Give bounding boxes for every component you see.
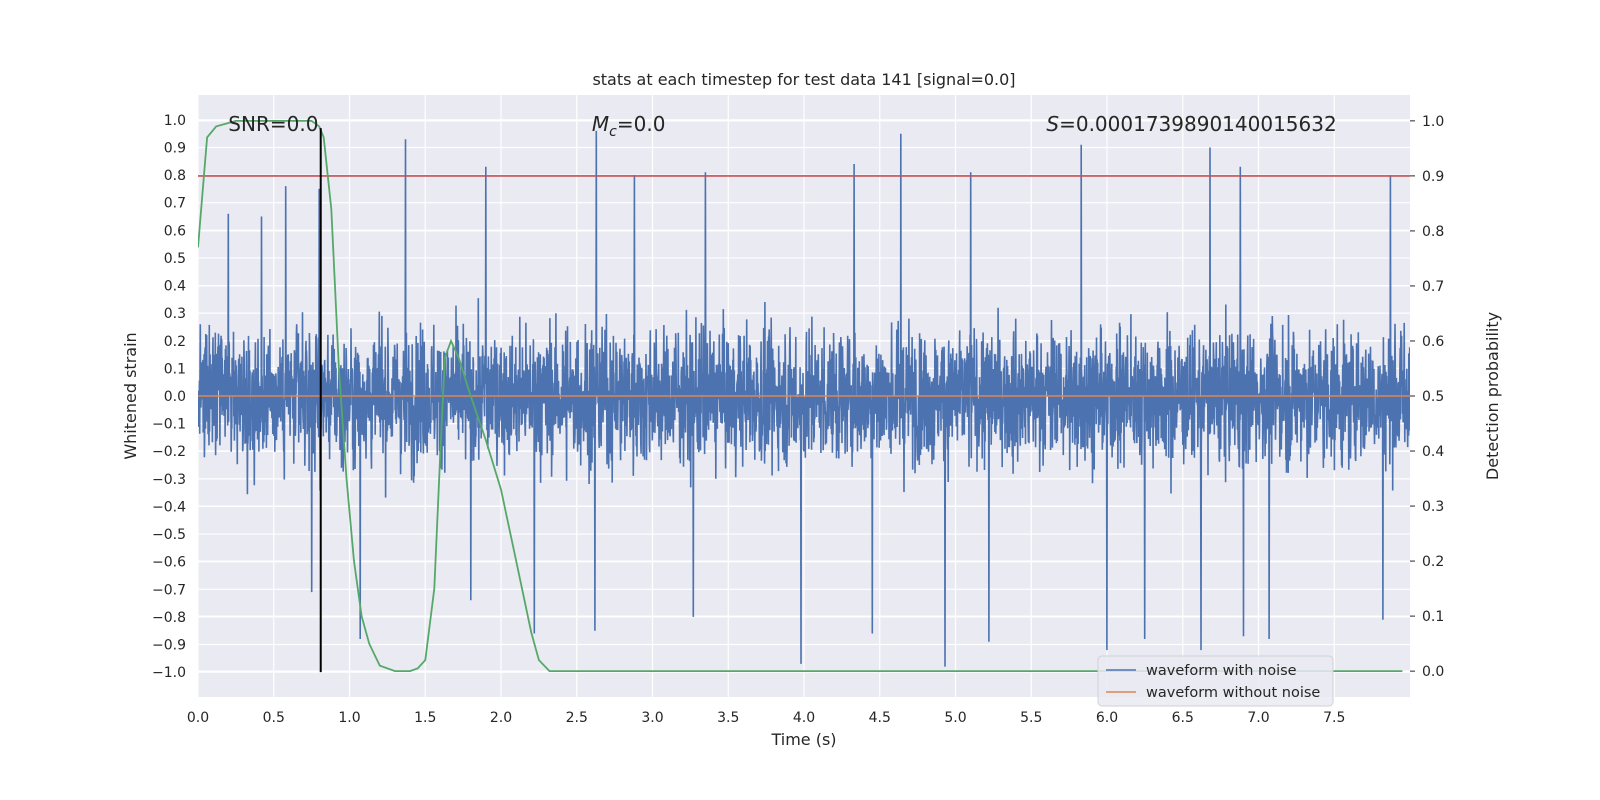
annotation-symbol: M (592, 112, 609, 136)
series-waveform-with-noise (198, 130, 1410, 667)
y-axis-ticks: 1.0 0.9 0.8 0.7 0.6 0.5 0.4 0.3 0.2 0.1 0.0 −0.1 −0.… (152, 113, 186, 681)
x-tick-label: 7.0 (1247, 710, 1269, 726)
y-tick-label: 0.4 (164, 279, 186, 295)
annotation-text: SNR=0.0 (228, 112, 318, 136)
y2-tick-label: 0.8 (1422, 224, 1444, 240)
y-tick-label: 0.5 (164, 251, 186, 267)
y-tick-label: −1.0 (152, 665, 186, 681)
noise-trace (198, 130, 1410, 667)
y-tick-label: −0.1 (152, 417, 186, 433)
x-tick-label: 0.0 (187, 710, 209, 726)
x-tick-label: 6.5 (1172, 710, 1194, 726)
y2-tick-label: 0.6 (1422, 334, 1444, 350)
y-tick-label: −0.9 (152, 638, 186, 654)
y-tick-label: −0.8 (152, 610, 186, 626)
y2-tick-label: 0.0 (1422, 664, 1444, 680)
y-tick-label: 0.0 (164, 389, 186, 405)
x-tick-label: 5.5 (1020, 710, 1042, 726)
legend: waveform with noise waveform without nois… (1097, 655, 1334, 707)
y2-tick-label: 0.7 (1422, 279, 1444, 295)
y-tick-label: −0.4 (152, 499, 186, 515)
y-tick-label: 0.9 (164, 140, 186, 156)
annotation-symbol: S (1046, 112, 1059, 136)
annotation-text: S=0.0001739890140015632 (1046, 112, 1336, 136)
y-tick-label: 1.0 (164, 113, 186, 129)
x-tick-label: 5.0 (944, 710, 966, 726)
legend-box (1097, 655, 1334, 707)
y-tick-label: −0.6 (152, 555, 186, 571)
y-tick-label: −0.5 (152, 527, 186, 543)
x-axis-ticks: 0.0 0.5 1.0 1.5 2.0 2.5 3.0 3.5 4.0 4.5 5.0 5.5 6.0 6… (187, 710, 1346, 726)
y-tick-label: −0.7 (152, 582, 186, 598)
chart-title: stats at each timestep for test data 141… (592, 70, 1015, 89)
y-tick-label: 0.3 (164, 306, 186, 322)
y2-tick-label: 0.4 (1422, 444, 1444, 460)
y2-tick-label: 0.1 (1422, 609, 1444, 625)
x-tick-label: 4.0 (793, 710, 815, 726)
y-axis-label: Whitened strain (121, 332, 140, 459)
x-tick-label: 6.0 (1096, 710, 1118, 726)
x-tick-label: 1.5 (414, 710, 436, 726)
annotation-text: Mc=0.0 (592, 112, 666, 140)
x-tick-label: 2.5 (566, 710, 588, 726)
x-tick-label: 3.0 (641, 710, 663, 726)
x-tick-label: 3.5 (717, 710, 739, 726)
x-tick-label: 4.5 (869, 710, 891, 726)
y2-tick-label: 0.3 (1422, 499, 1444, 515)
y-tick-label: 0.8 (164, 168, 186, 184)
x-tick-label: 1.0 (338, 710, 360, 726)
annotation-subscript: c (609, 124, 617, 140)
y2-axis-ticks: 1.0 0.9 0.8 0.7 0.6 0.5 0.4 0.3 0.2 0.1 0.0 (1410, 114, 1444, 680)
x-tick-label: 7.5 (1323, 710, 1345, 726)
y-tick-label: −0.2 (152, 444, 186, 460)
y2-tick-label: 0.9 (1422, 169, 1444, 185)
y-tick-label: 0.7 (164, 196, 186, 212)
y-tick-label: −0.3 (152, 472, 186, 488)
x-axis-label: Time (s) (770, 730, 836, 749)
y2-tick-label: 0.2 (1422, 554, 1444, 570)
x-tick-label: 0.5 (263, 710, 285, 726)
annotations: SNR=0.0 Mc=0.0 S=0.0001739890140015632 (228, 112, 1336, 140)
annotation-rest: =0.0001739890140015632 (1059, 112, 1337, 136)
y2-tick-label: 1.0 (1422, 114, 1444, 130)
y-tick-label: 0.6 (164, 223, 186, 239)
y2-axis-label: Detection probability (1483, 312, 1502, 480)
legend-label: waveform with noise (1146, 663, 1297, 679)
y-tick-label: 0.1 (164, 361, 186, 377)
x-tick-label: 2.0 (490, 710, 512, 726)
legend-label: waveform without noise (1146, 685, 1320, 701)
y-tick-label: 0.2 (164, 334, 186, 350)
y2-tick-label: 0.5 (1422, 389, 1444, 405)
annotation-rest: =0.0 (617, 112, 666, 136)
